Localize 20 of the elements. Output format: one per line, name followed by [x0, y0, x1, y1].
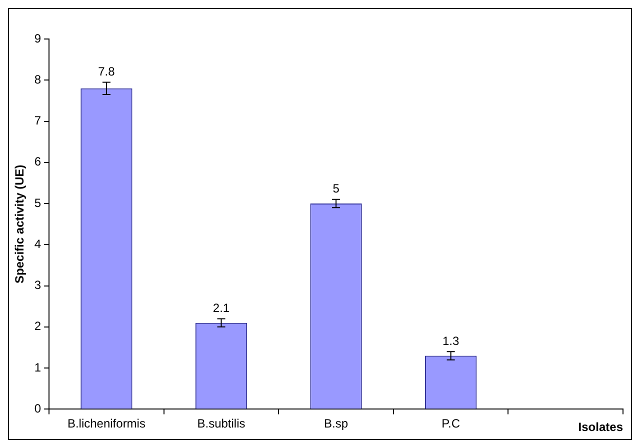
x-tick-label: B.licheniformis — [67, 416, 146, 431]
data-label: 1.3 — [442, 334, 460, 348]
x-tick-label: B.subtilis — [197, 416, 246, 431]
y-tick-label: 2 — [34, 319, 42, 334]
y-tick-label: 5 — [34, 196, 42, 210]
data-label: 2.1 — [212, 301, 230, 316]
y-tick-label: 1 — [34, 360, 42, 374]
y-tick-label: 3 — [34, 278, 42, 292]
y-tick-label: 9 — [34, 31, 42, 46]
y-tick-label: 0 — [34, 402, 42, 416]
data-label: 5 — [332, 182, 340, 196]
y-axis-title: Specific activity (UE) — [12, 164, 27, 284]
y-tick-label: 4 — [34, 236, 42, 251]
y-tick-label: 6 — [34, 154, 42, 169]
x-axis-title: Isolates — [578, 420, 624, 434]
x-tick-label: P.C — [442, 416, 460, 431]
y-tick-label: 8 — [34, 72, 42, 86]
y-tick-label: 7 — [34, 114, 42, 128]
x-tick-label: B.sp — [324, 416, 348, 431]
data-label: 7.8 — [98, 64, 116, 79]
